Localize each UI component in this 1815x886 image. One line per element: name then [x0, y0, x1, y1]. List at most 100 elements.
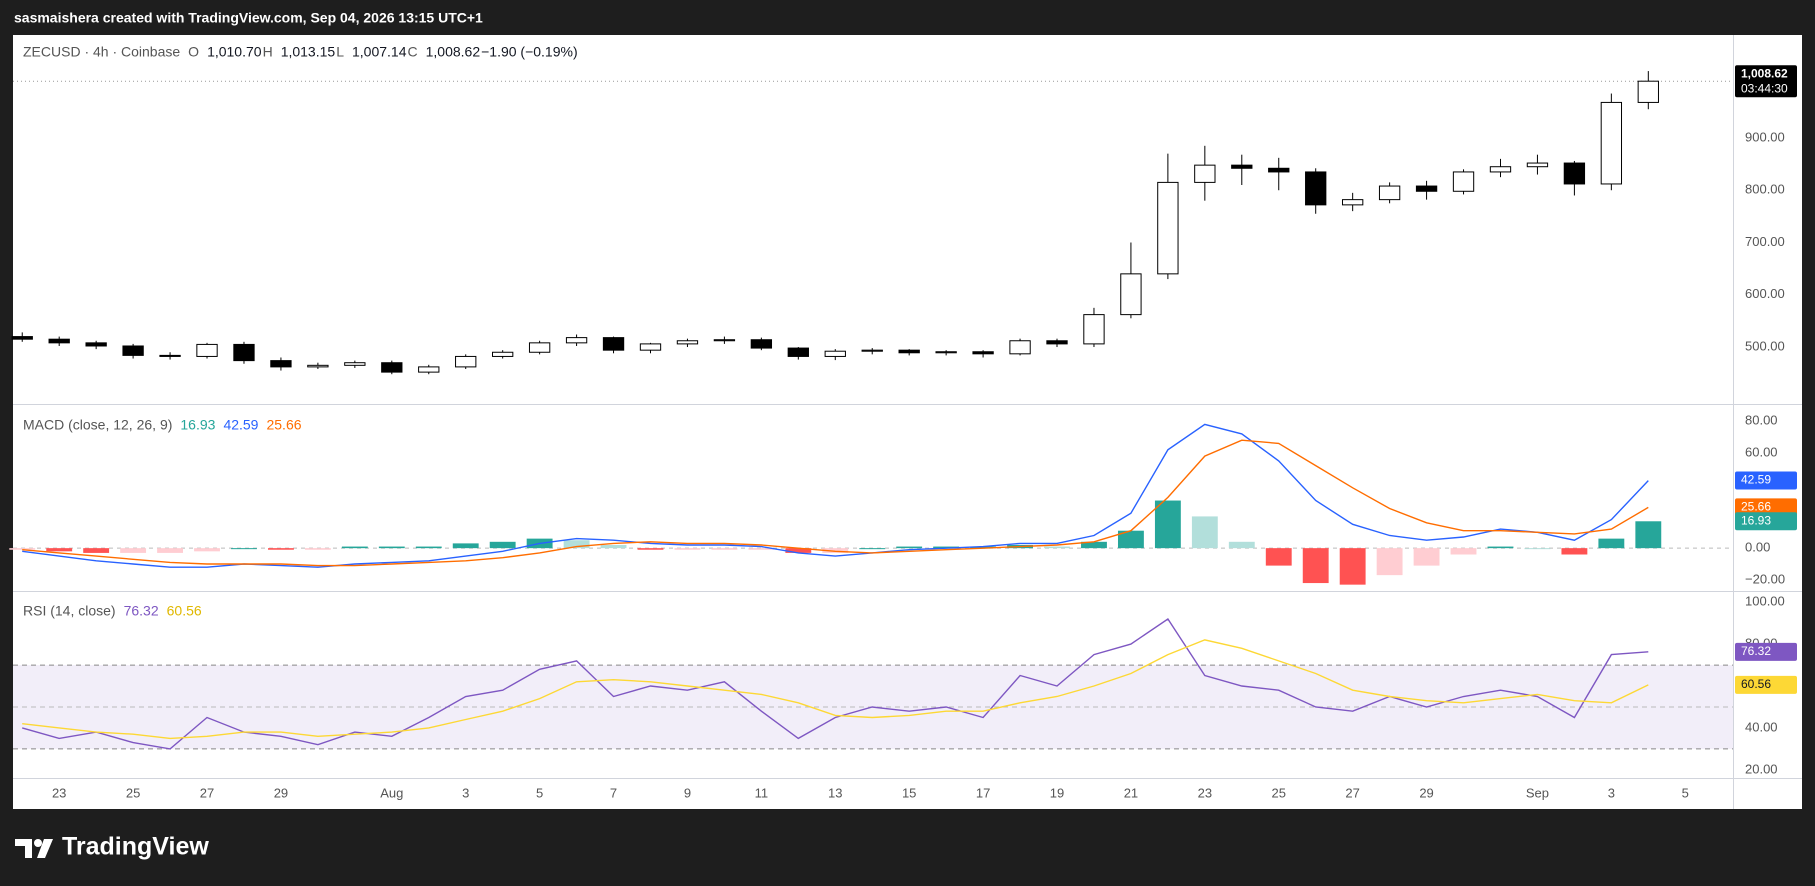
- histogram-bar: [1302, 548, 1329, 584]
- x-tick-label: 29: [1419, 785, 1433, 800]
- y-tick-label: 80.00: [1745, 413, 1778, 428]
- candle-body: [972, 351, 994, 355]
- price-tag: [1735, 642, 1797, 661]
- brand: TradingView: [62, 833, 209, 861]
- x-tick-label: 11: [755, 785, 769, 800]
- x-tick-label: 7: [610, 785, 617, 800]
- y-tick-label: 500.00: [1745, 338, 1785, 353]
- histogram-bar: [822, 548, 849, 553]
- histogram-bar: [1524, 548, 1551, 550]
- candle-body: [1452, 171, 1475, 192]
- candle-body: [270, 360, 292, 368]
- candle-body: [1194, 164, 1216, 183]
- histogram-bar: [1598, 538, 1625, 549]
- candle-body: [1378, 185, 1401, 201]
- indicator-line: [22, 639, 1649, 740]
- y-tick-label: 700.00: [1745, 234, 1785, 249]
- histogram-bar: [194, 548, 220, 552]
- histogram-bar: [452, 543, 479, 549]
- attribution: sasmaishera created with TradingView.com…: [14, 10, 483, 26]
- legend-text: 60.56: [167, 603, 202, 619]
- candle-body: [159, 354, 181, 357]
- candle-body: [750, 339, 773, 349]
- histogram-bar: [1635, 521, 1662, 549]
- candle-body: [1268, 167, 1290, 173]
- candle-body: [233, 343, 255, 362]
- histogram-bar: [1561, 548, 1588, 555]
- candle-body: [11, 336, 33, 340]
- x-tick-label: 25: [126, 785, 140, 800]
- candle-body: [381, 362, 403, 373]
- histogram-bar: [711, 548, 738, 550]
- histogram-bar: [120, 548, 147, 553]
- candle-body: [602, 337, 625, 351]
- histogram-bar: [157, 548, 183, 553]
- y-tick-label: −20.00: [1745, 571, 1785, 586]
- price-tag: [1735, 471, 1797, 490]
- histogram-bar: [563, 540, 590, 549]
- histogram-bar: [83, 548, 110, 553]
- histogram-bar: [304, 548, 331, 550]
- price-tag-label: 25.66: [1741, 500, 1771, 514]
- candle-body: [492, 351, 514, 357]
- candle-body: [528, 342, 551, 353]
- price-tag-label: 42.59: [1741, 473, 1771, 487]
- x-tick-label: 27: [200, 785, 214, 800]
- legend-text: 1,007.14: [352, 44, 407, 60]
- histogram-bar: [1339, 548, 1366, 585]
- histogram-bar: [341, 546, 368, 549]
- histogram-bar: [231, 548, 257, 550]
- histogram-bar: [896, 546, 923, 549]
- histogram-bar: [933, 546, 960, 549]
- candle-body: [787, 347, 809, 357]
- histogram-bar: [1044, 546, 1070, 549]
- candle-body: [122, 345, 144, 356]
- histogram-bar: [637, 548, 664, 550]
- legend-text: L: [336, 44, 344, 60]
- candle-body: [898, 349, 920, 354]
- legend-text: 1,010.70: [207, 44, 262, 60]
- indicator-line: [22, 618, 1649, 750]
- histogram-bar: [46, 548, 73, 552]
- histogram-bar: [1117, 530, 1144, 549]
- candle-body: [1157, 181, 1179, 275]
- x-tick-label: 15: [902, 785, 916, 800]
- candle-body: [1341, 199, 1364, 206]
- candle-body: [1231, 164, 1253, 169]
- indicator-line: [22, 439, 1649, 567]
- x-tick-label: 17: [976, 785, 990, 800]
- histogram-bar: [1376, 548, 1403, 576]
- y-tick-label: 60.00: [1745, 444, 1778, 459]
- x-tick-label: 23: [52, 785, 66, 800]
- histogram-bar: [1154, 500, 1181, 549]
- candle-body: [48, 338, 70, 344]
- x-tick-label: 25: [1272, 785, 1286, 800]
- y-tick-label: 600.00: [1745, 286, 1785, 301]
- legend-text: H: [263, 44, 273, 60]
- x-tick-label: 3: [462, 785, 469, 800]
- y-tick-label: 20.00: [1745, 761, 1778, 776]
- x-tick-label: 23: [1198, 785, 1212, 800]
- histogram-bar: [267, 548, 294, 550]
- price-tag: [1735, 675, 1797, 694]
- candle-body: [861, 349, 883, 352]
- x-tick-label: 5: [536, 785, 543, 800]
- candle-body: [1305, 171, 1327, 206]
- price-tag-label: 60.56: [1741, 677, 1771, 691]
- histogram-bar: [1081, 541, 1107, 549]
- chart-panel: [13, 35, 1802, 809]
- candle-body: [824, 350, 846, 357]
- histogram-bar: [1487, 546, 1514, 549]
- legend-text: 25.66: [266, 417, 301, 433]
- histogram-bar: [748, 548, 775, 550]
- y-tick-label: 0.00: [1745, 540, 1770, 555]
- legend-text: 16.93: [180, 417, 215, 433]
- histogram-bar: [970, 546, 997, 549]
- candle-body: [565, 337, 588, 344]
- legend-text: 76.32: [124, 603, 159, 619]
- price-tag: [1735, 512, 1797, 531]
- x-tick-label: 19: [1050, 785, 1064, 800]
- x-tick-label: 29: [274, 785, 288, 800]
- candle-body: [1563, 162, 1586, 185]
- candle-body: [1083, 314, 1105, 345]
